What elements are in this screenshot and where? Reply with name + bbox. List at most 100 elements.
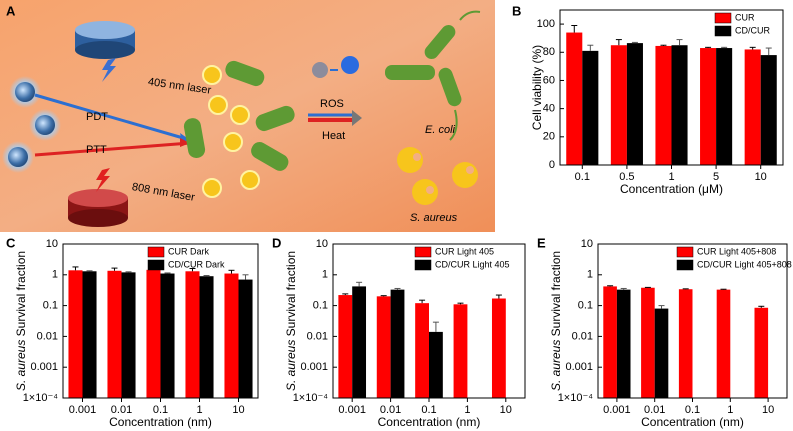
bar <box>641 287 655 398</box>
e-coli <box>385 10 481 141</box>
legend-label: CUR Dark <box>168 246 210 256</box>
legend-swatch <box>714 25 732 37</box>
bar <box>754 307 769 398</box>
bar <box>744 49 761 165</box>
y-tick-label: 0.001 <box>300 361 328 373</box>
y-tick-label: 40 <box>543 103 555 115</box>
legend-swatch <box>414 259 432 271</box>
x-tick-label: 1 <box>196 404 202 416</box>
bar <box>582 50 599 166</box>
panel-label: B <box>512 3 521 18</box>
y-tick-label: 1 <box>322 269 328 281</box>
bar <box>655 45 672 165</box>
legend-label: CD/CUR Light 405 <box>435 259 510 269</box>
bar <box>82 271 97 398</box>
legend-swatch <box>147 259 165 271</box>
bar <box>415 303 429 398</box>
y-axis-label-part: Survival fraction <box>284 251 298 336</box>
x-tick-label: 5 <box>713 171 719 183</box>
x-tick-label: 0.5 <box>619 171 634 183</box>
x-tick-label: 1 <box>668 171 674 183</box>
y-axis-label-part: S. aureus <box>549 340 563 391</box>
ros <box>341 56 359 74</box>
bar <box>160 273 175 398</box>
laser-808 <box>68 168 128 227</box>
y-axis-label-part: Survival fraction <box>549 251 563 336</box>
y-axis-label-part: Survival fraction <box>14 251 28 336</box>
plot-frame <box>62 243 259 399</box>
y-axis-label: S. aureus Survival fraction <box>14 251 28 391</box>
bar <box>146 269 161 398</box>
legend-label: CUR Light 405+808 <box>697 246 776 256</box>
y-tick-label: 1 <box>587 269 593 281</box>
bar <box>224 273 239 398</box>
plot-frame <box>332 243 526 399</box>
x-tick-label: 0.1 <box>685 404 700 416</box>
x-tick-label: 1 <box>727 404 733 416</box>
y-tick-label: 0.1 <box>313 300 328 312</box>
bar <box>390 289 405 398</box>
diagram-label: PTT <box>86 144 107 156</box>
plot-frame <box>559 9 784 166</box>
y-tick-label: 10 <box>316 238 328 250</box>
diagram-label: Heat <box>322 130 345 142</box>
bar <box>566 32 583 165</box>
diagram-label: ROS <box>320 98 344 110</box>
bar <box>626 43 643 166</box>
y-tick-label: 0.01 <box>37 330 58 342</box>
y-tick-label: 20 <box>543 131 555 143</box>
bar <box>671 45 688 165</box>
legend-swatch <box>147 246 165 258</box>
bar <box>616 289 631 398</box>
y-axis-label-part: Cell viability (%) <box>530 45 544 130</box>
y-tick-label: 60 <box>543 74 555 86</box>
x-tick-label: 0.1 <box>153 404 168 416</box>
arrow-pdt <box>34 93 191 142</box>
x-tick-label: 0.001 <box>69 404 97 416</box>
y-tick-label: 0.01 <box>307 330 328 342</box>
arrow-ptt <box>34 141 191 157</box>
bar <box>238 279 253 398</box>
legend-swatch <box>714 12 732 24</box>
y-tick-label: 10 <box>46 238 58 250</box>
bar <box>760 55 777 165</box>
s-aureus <box>397 147 478 205</box>
x-axis-label: Concentration (nm) <box>378 415 481 429</box>
y-tick-label: 1×10⁻⁴ <box>558 392 594 404</box>
oxygen <box>312 62 328 78</box>
x-axis-label: Concentration (μM) <box>620 182 723 196</box>
y-axis-label: S. aureus Survival fraction <box>549 251 563 391</box>
diagram-label: PDT <box>86 111 108 123</box>
bar <box>654 308 669 398</box>
x-tick-label: 10 <box>232 404 244 416</box>
panel-label: E <box>537 235 546 250</box>
y-tick-label: 0.001 <box>30 361 58 373</box>
panel-label: D <box>272 235 281 250</box>
y-tick-label: 10 <box>581 238 593 250</box>
x-tick-label: 10 <box>755 171 767 183</box>
bacteria <box>183 60 295 171</box>
arrow-head <box>352 110 362 126</box>
y-tick-label: 0.001 <box>565 361 593 373</box>
bar <box>700 48 717 165</box>
x-tick-label: 0.1 <box>575 171 590 183</box>
y-tick-label: 0.1 <box>43 300 58 312</box>
diagram-label: E. coli <box>425 124 456 136</box>
y-tick-label: 100 <box>537 18 555 30</box>
x-tick-label: 0.001 <box>603 404 631 416</box>
legend-label: CUR Light 405 <box>435 246 494 256</box>
x-tick-label: 0.1 <box>421 404 436 416</box>
x-axis-label: Concentration (nm) <box>109 415 212 429</box>
y-axis-label: S. aureus Survival fraction <box>284 251 298 391</box>
bar <box>678 289 693 398</box>
legend-swatch <box>676 259 694 271</box>
x-tick-label: 0.01 <box>380 404 401 416</box>
legend-swatch <box>676 246 694 258</box>
bar <box>716 48 733 165</box>
panel-label: C <box>6 235 16 250</box>
y-axis-label: Cell viability (%) <box>530 45 544 130</box>
bar <box>491 298 506 398</box>
bar <box>376 296 391 398</box>
laser-405 <box>75 21 135 82</box>
